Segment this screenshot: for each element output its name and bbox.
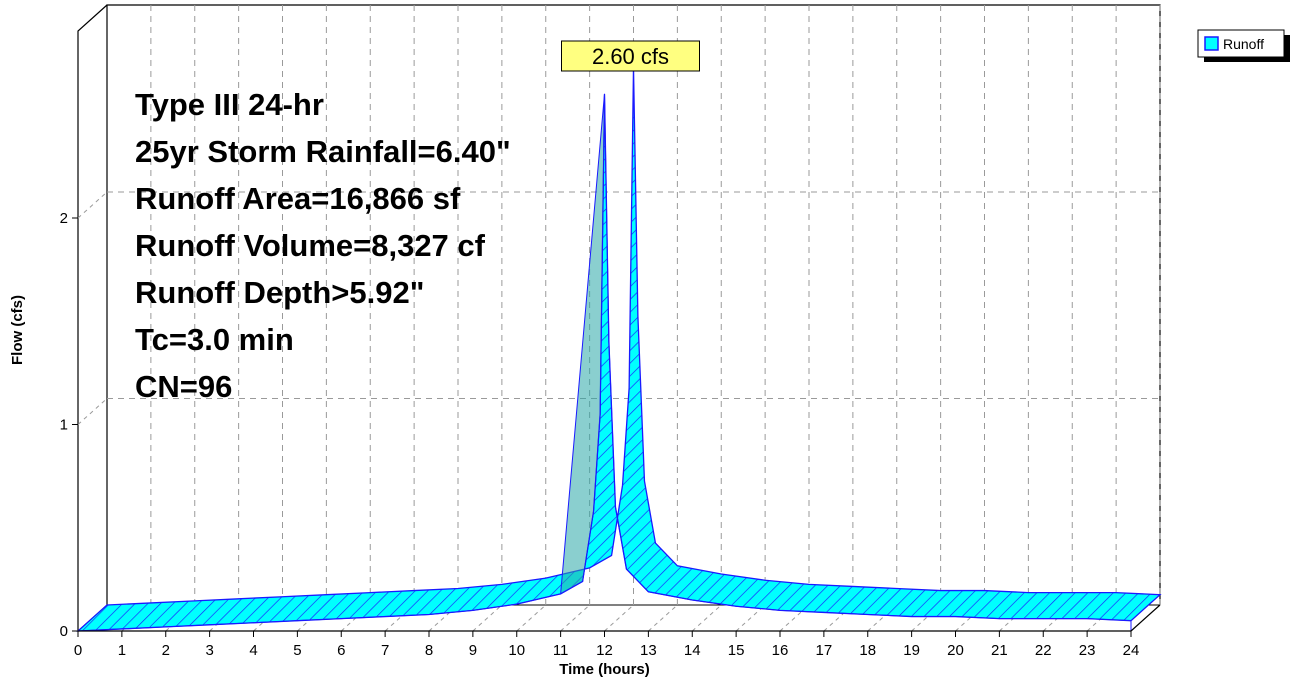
- x-tick-label: 18: [859, 642, 876, 659]
- runoff-point: [955, 616, 956, 618]
- x-tick-label: 2: [162, 642, 170, 659]
- runoff-point: [384, 616, 386, 618]
- y-tick-label: 0: [60, 623, 68, 640]
- x-tick-label: 6: [337, 642, 345, 659]
- legend: Runoff: [1197, 29, 1290, 62]
- x-tick-label: 14: [684, 642, 701, 659]
- info-line: Runoff Volume=8,327 cf: [135, 228, 486, 263]
- x-tick-label: 16: [772, 642, 789, 659]
- x-tick-label: 22: [1035, 642, 1052, 659]
- x-tick-label: 19: [903, 642, 920, 659]
- info-line: CN=96: [135, 369, 232, 404]
- info-line: Runoff Depth>5.92": [135, 275, 424, 310]
- runoff-point: [516, 603, 518, 605]
- x-tick-label: 0: [74, 642, 82, 659]
- runoff-point: [1042, 618, 1044, 620]
- grid-floor-line: [560, 604, 590, 632]
- peak-label: 2.60 cfs: [592, 44, 669, 69]
- y-tick-label: 2: [60, 210, 68, 227]
- x-tick-label: 12: [596, 642, 613, 659]
- grid-floor-line: [472, 604, 503, 632]
- runoff-point: [296, 620, 298, 622]
- runoff-point: [998, 618, 1000, 620]
- legend-swatch-runoff: [1204, 36, 1219, 51]
- runoff-point: [823, 611, 825, 613]
- x-tick-label: 24: [1123, 642, 1140, 659]
- x-tick-label: 20: [947, 642, 964, 659]
- runoff-point: [911, 616, 913, 618]
- grid-floor-line: [604, 604, 634, 632]
- info-block: Type III 24-hr 25yr Storm Rainfall=6.40" R…: [135, 87, 511, 404]
- x-tick-label: 9: [469, 642, 477, 659]
- runoff-rising-face: [560, 94, 605, 595]
- x-tick-label: 21: [991, 642, 1008, 659]
- grid-floor-line: [648, 604, 678, 632]
- runoff-point: [472, 609, 474, 611]
- runoff-point: [165, 626, 167, 628]
- peak-callout: 2.60 cfs: [561, 40, 700, 72]
- left-wall: [77, 4, 108, 631]
- info-line: Type III 24-hr: [135, 87, 324, 122]
- runoff-point: [735, 605, 737, 607]
- runoff-point: [582, 580, 584, 582]
- runoff-point: [593, 510, 595, 512]
- peak-label-box: [561, 40, 700, 72]
- x-tick-label: 7: [381, 642, 389, 659]
- x-axis-depth: [1130, 604, 1161, 632]
- x-tick-label: 8: [425, 642, 433, 659]
- x-tick-label: 15: [728, 642, 745, 659]
- axes: 0 1 2 3 4 5 6 7 8 9 10 11 12 13 14 15 16 17 18 19 20 21 22 23 24…: [9, 210, 1161, 678]
- runoff-point: [779, 609, 781, 611]
- runoff-point: [253, 622, 254, 624]
- x-tick-label: 10: [508, 642, 525, 659]
- runoff-point: [428, 613, 430, 615]
- runoff-point: [340, 618, 342, 620]
- runoff-point: [614, 506, 616, 508]
- x-tick-label: 17: [816, 642, 833, 659]
- runoff-point: [121, 628, 123, 630]
- info-line: 25yr Storm Rainfall=6.40": [135, 134, 511, 169]
- runoff-point: [691, 599, 693, 601]
- grid-floor-line: [735, 604, 766, 632]
- runoff-point: [209, 624, 211, 626]
- y-tick-label: 1: [60, 417, 68, 434]
- runoff-point: [1130, 620, 1132, 622]
- runoff-series: [76, 68, 1162, 632]
- runoff-point: [647, 591, 649, 593]
- runoff-point: [560, 593, 562, 595]
- x-tick-label: 13: [640, 642, 657, 659]
- info-line: Tc=3.0 min: [135, 322, 294, 357]
- grid-floor-line: [691, 604, 722, 632]
- runoff-point: [599, 413, 601, 415]
- grid-left-line: [77, 191, 108, 219]
- runoff-point: [608, 341, 610, 343]
- x-tick-label: 3: [205, 642, 213, 659]
- legend-label-runoff: Runoff: [1223, 36, 1264, 52]
- x-tick-label: 1: [118, 642, 126, 659]
- grid-left-line: [77, 398, 108, 425]
- y-axis-title: Flow (cfs): [9, 295, 26, 365]
- x-tick-label: 11: [553, 642, 569, 659]
- runoff-point: [604, 93, 605, 95]
- info-line: Runoff Area=16,866 sf: [135, 181, 461, 216]
- x-tick-label: 4: [249, 642, 257, 659]
- grid-floor-line: [516, 604, 547, 632]
- runoff-point: [625, 568, 627, 570]
- x-tick-label: 5: [293, 642, 301, 659]
- x-tick-label: 23: [1079, 642, 1096, 659]
- x-axis-title: Time (hours): [559, 661, 650, 678]
- runoff-point: [867, 613, 869, 615]
- runoff-point: [1086, 618, 1088, 620]
